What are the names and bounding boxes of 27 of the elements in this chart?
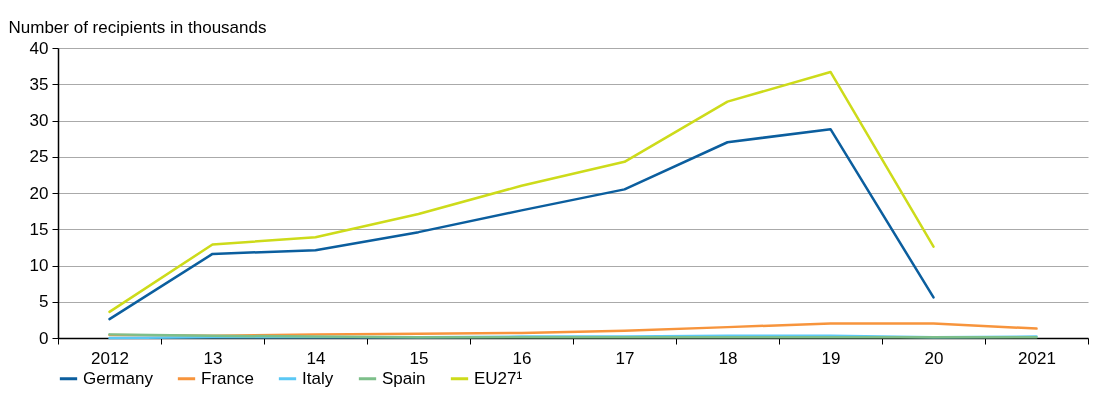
x-tick-label: 15 [409,348,429,368]
y-tick-label: 10 [29,256,49,275]
x-tick-label: 20 [924,348,944,368]
x-tick-label: 2021 [1018,348,1056,368]
y-tick-label: 20 [29,183,49,203]
line-series [108,70,935,314]
y-tick-label: 0 [39,328,49,348]
y-tick-label: 35 [29,74,49,94]
x-tick-label: 14 [306,348,326,368]
x-tick-label: 18 [718,348,738,368]
legend-label: Germany [83,368,154,388]
legend-label: Italy [302,368,334,388]
x-tick-label: 13 [203,348,223,368]
y-tick-label: 30 [29,111,49,130]
y-tick-label: 5 [39,292,49,312]
line-series [108,127,935,321]
x-tick-label: 16 [512,348,532,368]
legend-label: EU27¹ [474,368,523,388]
y-tick-label: 25 [29,147,49,167]
y-axis-title: Number of recipients in thousands [8,17,267,37]
y-tick-label: 40 [29,38,49,58]
x-tick-label: 2012 [91,348,129,368]
x-tick-label: 17 [615,348,635,368]
legend-label: Spain [382,368,426,388]
legend-label: France [201,368,254,388]
x-tick-label: 19 [821,348,841,368]
y-tick-label: 15 [29,219,49,239]
